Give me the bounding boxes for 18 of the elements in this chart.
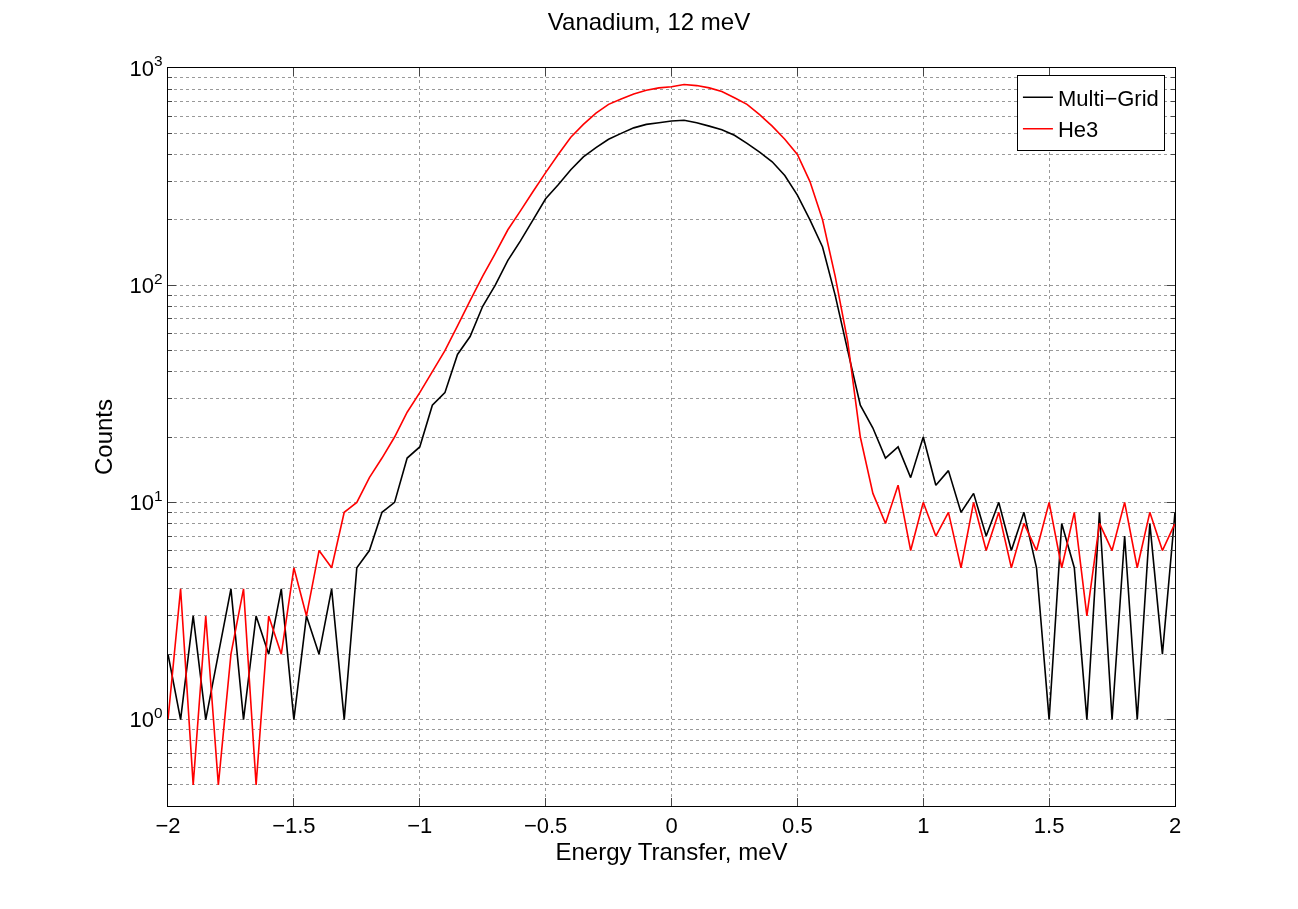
legend-label: Multi−Grid [1057,85,1159,111]
y-axis-title: Counts [89,398,117,476]
y-tick-label: 10$^{0}$ [129,704,163,733]
x-tick-label: 0.5 [782,813,813,839]
x-tick-label: 2 [1168,813,1182,839]
x-tick-label: −1.5 [272,813,316,839]
chart-title: Vanadium, 12 meV [547,8,751,36]
y-tick-label: 10$^{2}$ [129,269,163,298]
x-tick-label: −1 [407,813,433,839]
x-tick-label: −0.5 [523,813,568,839]
x-tick-label: 0 [665,813,678,839]
x-tick-label: −2 [155,813,181,839]
legend-label: He3 [1057,117,1099,143]
y-tick-label: 10$^{1}$ [129,486,163,516]
x-axis-title: Energy Transfer, meV [555,838,788,866]
x-tick-label: 1.5 [1033,813,1065,839]
x-tick-label: 1 [917,813,930,839]
y-tick-label: 10$^{3}$ [129,52,163,81]
